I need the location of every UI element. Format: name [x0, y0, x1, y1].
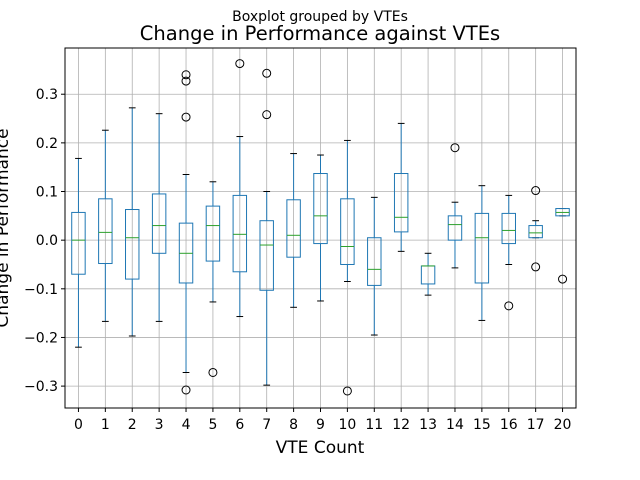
box-3: [151, 193, 167, 254]
x-tick-label-6: 6: [235, 417, 244, 433]
x-tick-label-2: 2: [128, 417, 137, 433]
outlier-20-0: [558, 274, 568, 284]
y-tick-label-4: 0.1: [36, 185, 58, 201]
x-tick-label-13: 13: [419, 417, 437, 433]
outlier-5-0: [208, 367, 218, 377]
box-group-8: [286, 153, 301, 308]
box-group-11: [367, 196, 382, 336]
outlier-4-2: [181, 112, 191, 122]
y-axis-label: Change in Performance: [0, 128, 13, 327]
x-tick-label-16: 16: [500, 417, 518, 433]
outlier-10-0: [342, 386, 352, 396]
box-group-7: [259, 68, 274, 386]
box-11: [367, 237, 382, 286]
x-axis-label: VTE Count: [276, 438, 365, 458]
box-group-17: [528, 186, 543, 272]
outlier-7-1: [262, 110, 272, 120]
x-tick-label-15: 15: [473, 417, 491, 433]
x-tick-label-17: 17: [527, 417, 545, 433]
box-group-12: [393, 122, 409, 252]
box-group-9: [313, 154, 328, 302]
x-tick-label-0: 0: [74, 417, 83, 433]
x-tick-label-14: 14: [446, 417, 464, 433]
y-tick-label-2: −0.1: [24, 282, 58, 298]
box-1: [98, 198, 113, 265]
outlier-4-1: [181, 76, 191, 86]
x-tick-label-20: 20: [554, 417, 572, 433]
outlier-16-0: [504, 301, 514, 311]
x-tick-label-8: 8: [289, 417, 298, 433]
y-tick-label-0: −0.3: [24, 379, 58, 395]
box-group-15: [474, 185, 490, 321]
box-layer: [71, 59, 570, 396]
box-5: [205, 205, 221, 262]
box-14: [447, 215, 463, 241]
box-0: [71, 211, 86, 275]
box-group-13: [420, 252, 436, 296]
box-7: [259, 220, 274, 291]
y-tick-label-3: 0.0: [36, 233, 58, 249]
box-2: [125, 209, 140, 280]
box-8: [286, 199, 301, 258]
y-tick-label-6: 0.3: [36, 87, 58, 103]
chart-title: Change in Performance against VTEs: [140, 22, 500, 45]
outlier-17-0: [531, 186, 541, 196]
box-16: [501, 212, 516, 245]
box-17: [528, 225, 543, 239]
x-tick-label-3: 3: [155, 417, 164, 433]
box-group-10: [340, 139, 355, 396]
x-tick-label-5: 5: [208, 417, 217, 433]
outlier-14-0: [450, 143, 460, 153]
box-group-5: [205, 181, 221, 377]
box-9: [313, 173, 328, 245]
x-tick-label-7: 7: [262, 417, 271, 433]
box-group-14: [447, 143, 463, 269]
box-group-6: [232, 59, 248, 318]
box-group-16: [501, 194, 516, 311]
y-tick-label-5: 0.2: [36, 136, 58, 152]
box-15: [474, 212, 490, 284]
axis-layer: −0.3−0.2−0.10.00.10.20.30 1 2 3 4 5 6 7 8 9 10 11 12…: [24, 47, 577, 433]
grid-layer: [65, 48, 576, 408]
x-tick-label-11: 11: [365, 417, 383, 433]
outlier-17-1: [531, 262, 541, 272]
x-tick-label-10: 10: [338, 417, 356, 433]
suptitle: Boxplot grouped by VTEs: [232, 9, 408, 25]
x-tick-label-1: 1: [101, 417, 110, 433]
box-group-4: [178, 70, 194, 395]
box-10: [340, 198, 355, 265]
box-group-3: [151, 113, 167, 322]
outlier-4-3: [181, 385, 191, 395]
x-tick-label-9: 9: [316, 417, 325, 433]
box-group-2: [125, 107, 140, 337]
outlier-7-0: [262, 68, 272, 78]
box-12: [393, 173, 409, 233]
box-group-0: [71, 157, 86, 348]
box-6: [232, 194, 248, 273]
box-group-20: [555, 208, 570, 284]
x-tick-label-12: 12: [392, 417, 410, 433]
outlier-6-0: [235, 59, 245, 69]
y-tick-label-1: −0.2: [24, 330, 58, 346]
x-tick-label-4: 4: [182, 417, 191, 433]
box-group-1: [98, 129, 113, 322]
outlier-4-0: [181, 70, 191, 80]
